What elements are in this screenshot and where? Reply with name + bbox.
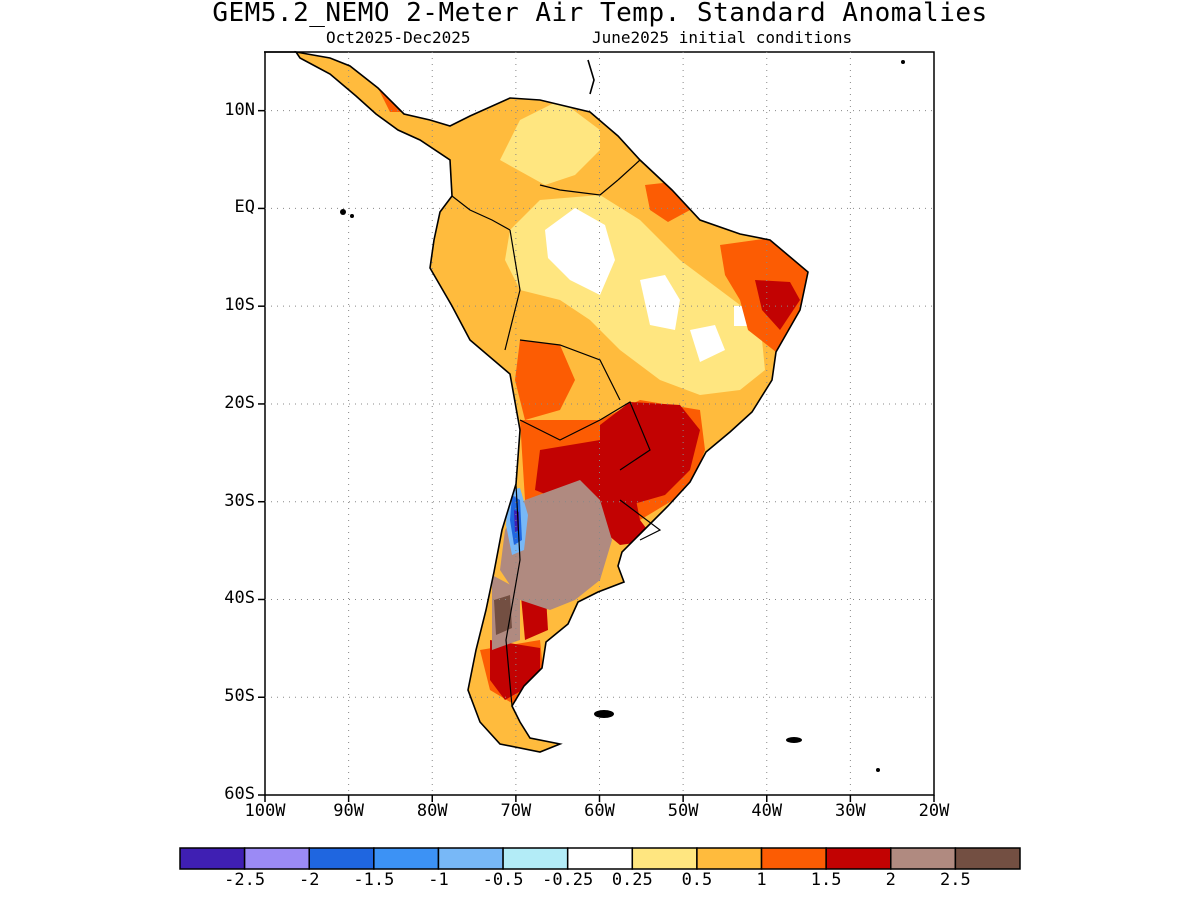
border-bolivia-argentina	[519, 419, 601, 441]
lat-label-10s: 10S	[224, 295, 255, 316]
colorbar-swatch	[502, 847, 569, 870]
border-bolivia-brazil	[519, 339, 621, 401]
caribbean-islands	[587, 59, 595, 95]
lat-label-30s: 30S	[224, 490, 255, 511]
colorbar-swatch	[566, 847, 634, 870]
border-chile-argentina	[505, 483, 521, 707]
colorbar-label: 2.5	[940, 870, 971, 890]
border-venezuela-brazil	[539, 179, 619, 196]
colorbar-swatch	[954, 847, 1021, 870]
lat-label-40s: 40S	[224, 588, 255, 609]
colorbar-label: 0.5	[681, 870, 713, 890]
colorbar-swatch	[437, 847, 504, 870]
colorbar-label: 1.5	[810, 870, 842, 890]
galapagos-islands	[340, 209, 346, 215]
lon-label-100w: 100W	[244, 801, 286, 821]
coastlines	[264, 51, 809, 753]
lon-label-80w: 80W	[416, 801, 448, 821]
anomaly-light-north	[500, 100, 600, 185]
colorbar-swatch	[760, 847, 827, 870]
forecast-period: Oct2025-Dec2025	[326, 28, 471, 47]
colorbar-label: 1	[756, 870, 767, 890]
galapagos-islands-2	[350, 214, 354, 218]
colorbar-label: -1	[428, 870, 449, 890]
atlantic-island	[901, 60, 905, 64]
colorbar	[179, 847, 1021, 870]
anomaly-neutral-east	[690, 325, 725, 362]
colorbar-swatch	[243, 847, 310, 870]
colorbar-label: 2	[885, 870, 896, 890]
colorbar-swatch	[308, 847, 375, 870]
lat-label-eq: EQ	[234, 197, 255, 218]
map-title: GEM5.2_NEMO 2-Meter Air Temp. Standard A…	[212, 0, 988, 28]
border-guyana	[617, 159, 641, 181]
colorbar-swatch	[179, 847, 246, 870]
colorbar-label: -0.5	[482, 870, 524, 890]
lon-label-50w: 50W	[667, 801, 699, 821]
border-uruguay	[619, 499, 662, 541]
lon-label-60w: 60W	[584, 801, 615, 821]
falkland-islands	[594, 710, 614, 718]
border-paraguay	[599, 401, 651, 471]
lat-label-60s: 60S	[224, 784, 255, 804]
colorbar-label: -1.5	[353, 870, 395, 890]
colorbar-swatch	[825, 847, 892, 870]
lon-label-70w: 70W	[500, 801, 532, 821]
country-borders	[451, 159, 662, 707]
colorbar-label: -0.25	[542, 870, 594, 890]
colorbar-swatch	[373, 847, 440, 870]
colorbar-label: -2.5	[224, 870, 266, 890]
lat-label-10n: 10N	[224, 99, 255, 120]
anomaly-neutral-central	[640, 275, 680, 330]
anomaly-orange-bolivia	[515, 340, 575, 420]
lon-label-90w: 90W	[333, 801, 364, 821]
colorbar-swatch	[631, 847, 698, 870]
colorbar-label: -2	[298, 870, 320, 890]
lon-label-30w: 30W	[835, 801, 866, 821]
anomaly-brown-central-argentina	[500, 480, 612, 610]
south-sandwich-islands	[876, 768, 880, 772]
south-georgia	[786, 737, 802, 743]
colorbar-swatch	[890, 847, 957, 870]
lon-label-20w: 20W	[918, 801, 950, 821]
axis-ticks	[258, 109, 935, 802]
lat-label-20s: 20S	[224, 392, 255, 413]
border-peru-brazil	[504, 229, 521, 351]
lat-label-50s: 50S	[224, 686, 255, 707]
islands	[340, 60, 905, 772]
initial-conditions: June2025 initial conditions	[592, 28, 853, 47]
colorbar-label: 0.25	[611, 870, 653, 890]
colorbar-swatch	[696, 847, 763, 870]
anomaly-neutral-amazon	[545, 208, 615, 295]
border-colombia-ecuador	[451, 195, 511, 231]
anomaly-darkbrown-andes	[494, 595, 512, 635]
anomaly-orange-amapa	[645, 182, 690, 222]
lon-label-40w: 40W	[751, 801, 783, 821]
